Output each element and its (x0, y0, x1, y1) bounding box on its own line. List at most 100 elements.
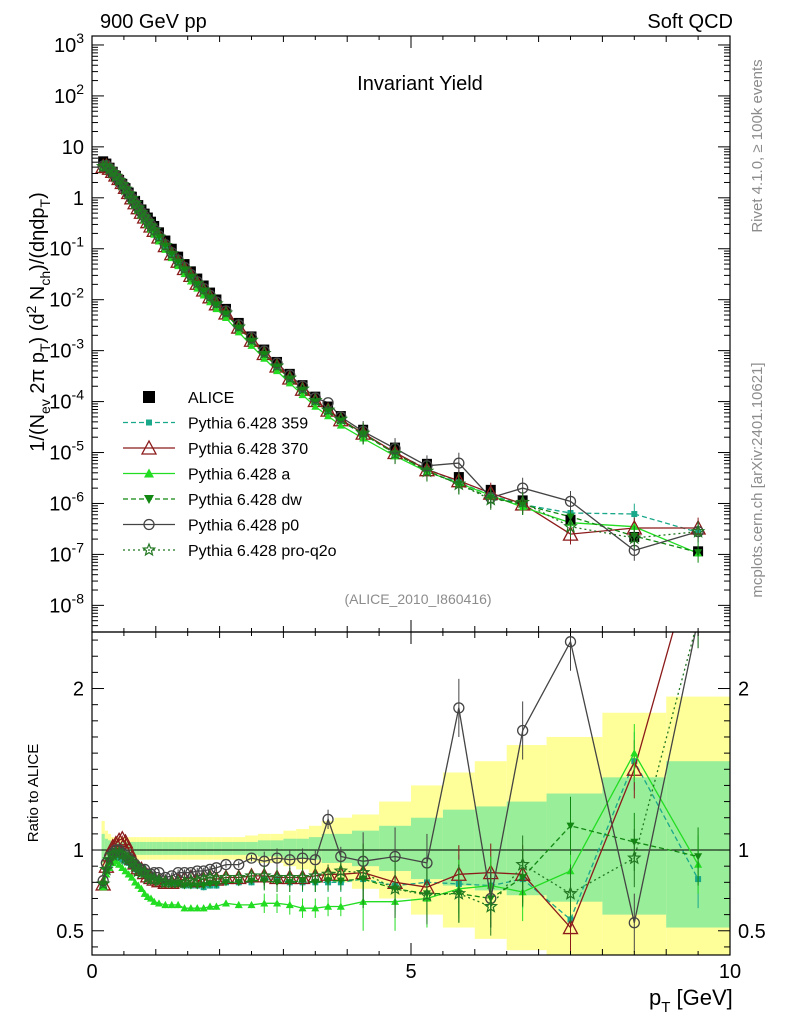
x-tick-label: 5 (405, 961, 416, 983)
legend-entry-pythia-6-428-p0: Pythia 6.428 p0 (123, 518, 299, 535)
marker-alice (335, 411, 346, 422)
ratio-marker-pythia-6-428-pro-q2o (295, 869, 310, 884)
stat-uncertainty-band (187, 841, 195, 855)
ratio-marker-pythia-6-428-p0 (322, 813, 334, 825)
legend-entry-pythia-6-428-dw: Pythia 6.428 dw (123, 492, 302, 509)
ratio-marker-pythia-6-428-pro-q2o (124, 855, 140, 870)
ratio-marker-pythia-6-428-a (206, 902, 215, 910)
ratio-marker-pythia-6-428-a (167, 900, 176, 909)
marker-pythia-6-428-pro-q2o (333, 411, 349, 426)
legend-label-pythia-6-428-359: Pythia 6.428 359 (188, 416, 308, 433)
ratio-marker-pythia-6-428-pro-q2o (419, 887, 435, 902)
marker-pythia-6-428-pro-q2o (151, 229, 167, 244)
marker-pythia-6-428-pro-q2o (355, 425, 371, 440)
marker-pythia-6-428-pro-q2o (164, 246, 180, 260)
y-tick-label: 1 (73, 188, 84, 210)
marker-pythia-6-428-dw (285, 375, 294, 383)
marker-pythia-6-428-pro-q2o (177, 261, 192, 276)
marker-pythia-6-428-dw (193, 280, 202, 289)
y-tick-label: 10-5 (49, 438, 84, 465)
marker-pythia-6-428-pro-q2o (295, 381, 310, 396)
marker-pythia-6-428-dw (199, 287, 208, 295)
ratio-marker-pythia-6-428-dw (336, 877, 345, 885)
marker-pythia-6-428-a (336, 421, 345, 429)
ratio-marker-pythia-6-428-pro-q2o (177, 874, 192, 889)
data-series (95, 156, 707, 955)
stat-uncertainty-band (139, 841, 144, 855)
marker-pythia-6-428-p0 (453, 457, 465, 469)
y-tick-label: 10-4 (49, 387, 84, 414)
ratio-marker-pythia-6-428-p0 (628, 917, 640, 929)
y-tick-label: 103 (54, 30, 84, 57)
marker-pythia-6-428-pro-q2o (451, 476, 467, 491)
axis-ticks: 0 5 10 10-8 10-7 10-6 10-5 10-4 10-3 10-2 10-1 1 10 1… (49, 30, 766, 983)
stat-uncertainty-band (283, 838, 297, 859)
ratio-y-tick-label-left: 0.5 (56, 921, 84, 943)
ratio-marker-pythia-6-428-a (212, 902, 221, 910)
marker-pythia-6-428-pro-q2o (202, 289, 218, 303)
ratio-marker-pythia-6-428-pro-q2o (99, 861, 114, 876)
ratio-marker-pythia-6-428-a (260, 899, 269, 907)
ratio-marker-pythia-6-428-pro-q2o (308, 868, 323, 883)
marker-pythia-6-428-pro-q2o (209, 296, 224, 311)
marker-pythia-6-428-a (298, 390, 307, 399)
marker-pythia-6-428-dw (186, 273, 195, 281)
ratio-marker-pythia-6-428-pro-q2o (483, 898, 499, 913)
marker-pythia-6-428-dw (273, 363, 282, 371)
top-series-group (95, 156, 707, 563)
header-left-label: 900 GeV pp (100, 11, 207, 33)
chart-title: Invariant Yield (357, 73, 483, 95)
stat-uncertainty-band (200, 841, 207, 855)
y-tick-label: 10-7 (49, 539, 84, 566)
ratio-marker-pythia-6-428-pro-q2o (196, 871, 211, 886)
marker-pythia-6-428-dw (234, 324, 243, 332)
ratio-marker-pythia-6-428-dw (199, 882, 208, 890)
marker-pythia-6-428-dw (154, 233, 163, 242)
marker-pythia-6-428-pro-q2o (387, 446, 403, 460)
ratio-marker-pythia-6-428-370 (114, 830, 131, 846)
ratio-marker-pythia-6-428-a (336, 902, 345, 910)
legend-entry-pythia-6-428-a: Pythia 6.428 a (123, 467, 290, 484)
stat-uncertainty-band (133, 841, 137, 855)
ratio-marker-pythia-6-428-p0 (220, 858, 232, 871)
ratio-marker-pythia-6-428-p0 (693, 614, 703, 624)
marker-pythia-6-428-pro-q2o (282, 370, 298, 385)
marker-pythia-6-428-a (247, 341, 256, 349)
legend-label-pythia-6-428-p0: Pythia 6.428 p0 (188, 518, 299, 535)
legend-marker-pythia-6-428-359 (146, 419, 152, 426)
legend-label-pythia-6-428-dw: Pythia 6.428 dw (188, 492, 302, 509)
legend-marker-pythia-6-428-pro-q2o (141, 542, 157, 557)
y-tick-label: 10 (62, 137, 84, 159)
marker-pythia-6-428-dw (212, 301, 221, 309)
ratio-marker-pythia-6-428-a (311, 904, 320, 912)
ratio-marker-pythia-6-428-a (247, 900, 256, 909)
marker-pythia-6-428-pro-q2o (257, 345, 272, 360)
marker-pythia-6-428-dw (206, 294, 215, 302)
ratio-marker-pythia-6-428-a (630, 749, 639, 757)
ratio-y-axis-label: Ratio to ALICE (25, 744, 42, 842)
ratio-marker-pythia-6-428-pro-q2o (190, 873, 205, 887)
marker-pythia-6-428-dw (174, 258, 183, 266)
ratio-marker-pythia-6-428-pro-q2o (202, 869, 218, 884)
ratio-marker-pythia-6-428-dw (694, 853, 703, 861)
y-tick-label: 10-3 (49, 336, 84, 363)
stat-uncertainty-band (104, 838, 108, 859)
stat-uncertainty-band (146, 841, 150, 855)
marker-pythia-6-428-dw (161, 242, 170, 250)
ratio-marker-pythia-6-428-a (161, 900, 170, 909)
ratio-marker-pythia-6-428-p0 (309, 854, 321, 866)
ratio-marker-pythia-6-428-a (221, 899, 230, 907)
ratio-marker-pythia-6-428-a (154, 899, 163, 907)
ratio-marker-pythia-6-428-pro-q2o (95, 876, 111, 891)
marker-pythia-6-428-dw (298, 386, 307, 394)
marker-alice (205, 287, 216, 298)
x-tick-label: 0 (86, 961, 97, 983)
marker-pythia-6-428-pro-q2o (105, 164, 120, 179)
marker-pythia-6-428-pro-q2o (563, 519, 578, 533)
marker-pythia-6-428-dw (311, 398, 320, 406)
ratio-marker-pythia-6-428-pro-q2o (209, 871, 224, 886)
ratio-marker-pythia-6-428-a (234, 900, 243, 909)
marker-pythia-6-428-dw (260, 351, 269, 359)
ratio-marker-pythia-6-428-p0 (271, 852, 283, 864)
marker-pythia-6-428-dw (167, 250, 176, 258)
